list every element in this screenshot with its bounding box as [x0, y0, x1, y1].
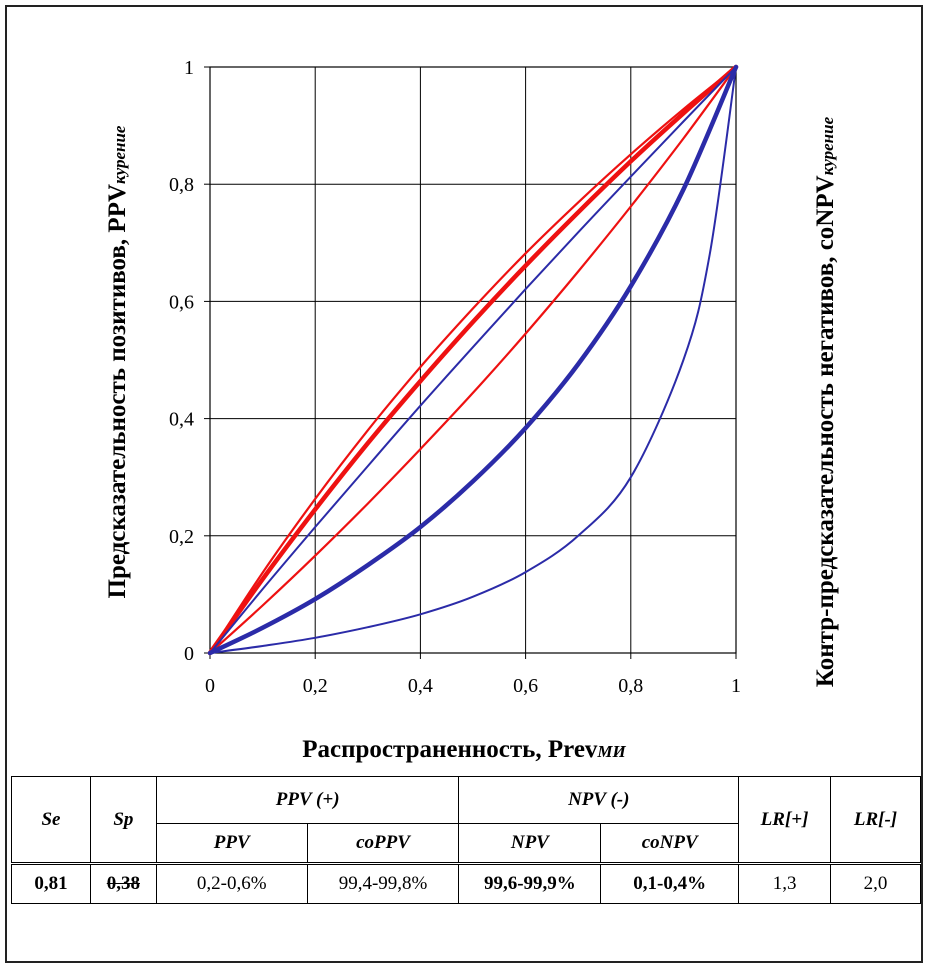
y-tick-label: 0,6 — [169, 291, 194, 313]
y-tick-label: 1 — [184, 57, 194, 79]
x-axis-title-subscript: МИ — [597, 742, 626, 761]
cell-lr-minus: 2,0 — [830, 863, 921, 904]
series-line-2 — [208, 65, 738, 655]
plot-area-border — [209, 66, 737, 654]
cell-lr-plus: 1,3 — [738, 863, 832, 904]
y2-axis-title-subscript: курение — [818, 116, 837, 176]
stats-table: Se Sp PPV (+) NPV (-) LR[+] LR[-] PPV co… — [11, 776, 921, 904]
series-line-1 — [207, 64, 739, 656]
x-tick-label: 0,8 — [618, 675, 643, 697]
header-conpv: coNPV — [600, 823, 740, 865]
cell-se: 0,81 — [11, 863, 91, 904]
chart-series — [207, 64, 739, 656]
x-axis-title: Распространенность, PrevМИ — [302, 736, 626, 763]
cell-coppv: 99,4-99,8% — [306, 863, 460, 904]
y-tick-label: 0,4 — [169, 409, 194, 431]
y-tick-label: 0,2 — [169, 526, 194, 548]
y2-axis-title: Контр-предсказательность негативов, coNP… — [812, 116, 839, 688]
x-tick-label: 0,6 — [513, 675, 538, 697]
series-line-3 — [208, 65, 738, 655]
x-tick-label: 0,4 — [408, 675, 433, 697]
y-axis-title: Предсказательность позитивов, PPVкурение — [104, 125, 131, 599]
y-tick-label: 0 — [184, 643, 194, 665]
chart-ticks: 0 0,2 0,4 0,6 0,8 1 0 0,2 0,4 0,6 0,8 1 — [169, 57, 741, 697]
series-line-6 — [209, 66, 737, 654]
header-npv-group: NPV (-) — [458, 776, 740, 824]
x-tick-label: 0 — [205, 675, 215, 697]
cell-npv: 99,6-99,9% — [458, 863, 602, 904]
header-lr-plus: LR[+] — [738, 776, 832, 865]
series-line-5 — [207, 64, 739, 656]
header-sp: Sp — [89, 776, 157, 865]
header-coppv: coPPV — [306, 823, 460, 865]
header-npv: NPV — [458, 823, 602, 865]
chart-grid — [209, 66, 737, 654]
y-tick-label: 0,8 — [169, 174, 194, 196]
x-tick-label: 1 — [731, 675, 741, 697]
cell-conpv: 0,1-0,4% — [600, 863, 740, 904]
series-line-4 — [209, 66, 737, 654]
x-tick-label: 0,2 — [303, 675, 328, 697]
header-ppv-group: PPV (+) — [155, 776, 460, 824]
cell-ppv: 0,2-0,6% — [155, 863, 308, 904]
header-ppv: PPV — [155, 823, 308, 865]
cell-sp: 0,38 — [89, 863, 157, 904]
chart-svg: 0 0,2 0,4 0,6 0,8 1 0 0,2 0,4 0,6 0,8 1 — [169, 57, 741, 697]
header-se: Se — [11, 776, 91, 865]
header-lr-minus: LR[-] — [830, 776, 921, 865]
y-axis-title-subscript: курение — [110, 125, 129, 184]
